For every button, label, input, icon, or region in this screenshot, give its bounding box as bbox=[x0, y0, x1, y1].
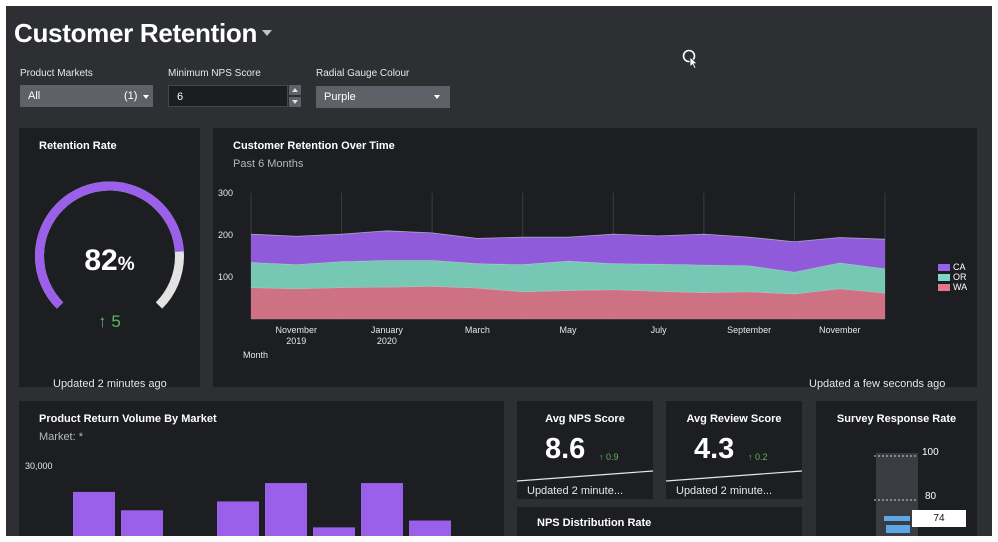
retention-rate-panel: Retention Rate 82% ↑ 5 Updated 2 minutes… bbox=[19, 128, 200, 390]
chevron-up-icon bbox=[292, 88, 298, 92]
chevron-down-icon bbox=[292, 100, 298, 104]
x-tick-label: May bbox=[559, 325, 577, 335]
survey-tick-high: 100 bbox=[922, 447, 939, 458]
survey-gauge bbox=[874, 453, 918, 536]
area-series-wa bbox=[251, 286, 885, 319]
avg-nps-delta: 0.9 bbox=[606, 452, 619, 462]
bar[interactable] bbox=[121, 510, 163, 536]
legend-label-ca[interactable]: CA bbox=[953, 262, 966, 272]
legend-swatch-wa bbox=[938, 284, 950, 291]
product-markets-select[interactable]: All (1) bbox=[20, 85, 153, 107]
mouse-cursor-icon bbox=[682, 49, 697, 70]
survey-track bbox=[876, 453, 918, 536]
retention-over-time-subtitle: Past 6 Months bbox=[233, 158, 304, 170]
survey-panel: Survey Response Rate 100 80 74 bbox=[816, 401, 977, 536]
retention-delta: 5 bbox=[111, 312, 121, 331]
x-tick-label: November bbox=[276, 325, 318, 335]
retention-unit: % bbox=[117, 254, 135, 275]
retention-updated: Updated 2 minutes ago bbox=[53, 378, 167, 390]
survey-tick-low: 80 bbox=[925, 491, 937, 502]
survey-marker bbox=[884, 516, 910, 521]
chevron-down-icon bbox=[434, 95, 440, 99]
min-nps-value: 6 bbox=[177, 91, 184, 103]
arrow-up-icon: ↑ bbox=[748, 452, 753, 462]
nps-distribution-title: NPS Distribution Rate bbox=[537, 517, 652, 529]
bar[interactable] bbox=[217, 501, 259, 536]
x-tick-label: July bbox=[651, 325, 668, 335]
product-return-title: Product Return Volume By Market bbox=[39, 413, 217, 425]
avg-nps-delta-group: ↑ 0.9 bbox=[599, 452, 619, 462]
retention-value-group: 82% bbox=[19, 244, 200, 278]
bar-chart: 30,000 bbox=[25, 461, 451, 536]
x-axis-label: Month bbox=[243, 350, 268, 360]
avg-review-delta-group: ↑ 0.2 bbox=[748, 452, 768, 462]
area-edge-ca bbox=[250, 230, 886, 243]
y-tick-label: 100 bbox=[218, 272, 233, 282]
retention-over-time-panel: Customer Retention Over Time Past 6 Mont… bbox=[213, 128, 977, 390]
retention-over-time-title: Customer Retention Over Time bbox=[233, 140, 395, 152]
bar[interactable] bbox=[265, 483, 307, 536]
y-tick-label: 200 bbox=[218, 230, 233, 240]
product-return-subtitle: Market: * bbox=[39, 431, 84, 443]
title-menu-caret-icon[interactable] bbox=[262, 30, 272, 36]
y-tick-label: 30,000 bbox=[25, 461, 53, 471]
area-series-ca bbox=[251, 230, 885, 272]
avg-nps-title: Avg NPS Score bbox=[545, 413, 625, 425]
legend-label-or[interactable]: OR bbox=[953, 272, 967, 282]
min-nps-label: Minimum NPS Score bbox=[168, 68, 261, 79]
survey-fill bbox=[886, 525, 910, 533]
avg-review-title: Avg Review Score bbox=[686, 413, 782, 425]
product-markets-count: (1) bbox=[124, 90, 138, 102]
avg-review-sparkline bbox=[666, 470, 802, 482]
retention-over-time-updated: Updated a few seconds ago bbox=[809, 378, 946, 390]
survey-title: Survey Response Rate bbox=[836, 413, 957, 425]
retention-delta-group: ↑ 5 bbox=[19, 312, 200, 332]
bar[interactable] bbox=[409, 520, 451, 536]
avg-review-updated: Updated 2 minute... bbox=[676, 485, 773, 497]
avg-review-panel: Avg Review Score 4.3 ↑ 0.2 Updated 2 min… bbox=[666, 401, 802, 499]
x-tick-label: March bbox=[465, 325, 490, 335]
bar[interactable] bbox=[313, 527, 355, 536]
gauge-colour-value: Purple bbox=[324, 91, 356, 103]
gauge-colour-select[interactable]: Purple bbox=[316, 86, 450, 108]
x-tick-label-year: 2019 bbox=[286, 336, 306, 346]
survey-value-label: 74 bbox=[912, 510, 966, 527]
area-series-or bbox=[251, 260, 885, 294]
arrow-up-icon: ↑ bbox=[599, 452, 604, 462]
product-return-panel: Product Return Volume By Market Market: … bbox=[19, 401, 504, 536]
bar[interactable] bbox=[73, 491, 115, 536]
avg-nps-sparkline bbox=[517, 470, 653, 482]
y-tick-label: 300 bbox=[218, 188, 233, 198]
chevron-down-icon bbox=[143, 95, 149, 99]
gauge-colour-label: Radial Gauge Colour bbox=[316, 68, 410, 79]
dashboard: Customer Retention Product Markets All (… bbox=[6, 6, 992, 536]
page-title: Customer Retention bbox=[14, 18, 258, 48]
retention-gauge bbox=[35, 181, 184, 309]
legend-label-wa[interactable]: WA bbox=[953, 282, 968, 292]
retention-rate-title: Retention Rate bbox=[39, 140, 117, 152]
x-tick-label: January bbox=[371, 325, 404, 335]
nps-distribution-panel: NPS Distribution Rate bbox=[517, 507, 802, 536]
avg-nps-panel: Avg NPS Score 8.6 ↑ 0.9 Updated 2 minute… bbox=[517, 401, 653, 499]
bar[interactable] bbox=[361, 483, 403, 536]
avg-review-value: 4.3 bbox=[694, 433, 735, 465]
x-tick-label: November bbox=[819, 325, 861, 335]
increment-button[interactable] bbox=[289, 85, 301, 95]
avg-nps-value: 8.6 bbox=[545, 433, 586, 465]
decrement-button[interactable] bbox=[289, 97, 301, 107]
min-nps-input[interactable]: 6 bbox=[168, 85, 288, 107]
legend-swatch-ca bbox=[938, 264, 950, 271]
gauge-fill bbox=[35, 181, 184, 309]
product-markets-value: All bbox=[28, 90, 41, 102]
avg-review-delta: 0.2 bbox=[755, 452, 768, 462]
x-tick-label-year: 2020 bbox=[377, 336, 397, 346]
legend-swatch-or bbox=[938, 274, 950, 281]
avg-nps-updated: Updated 2 minute... bbox=[527, 485, 624, 497]
retention-value: 82 bbox=[84, 244, 118, 277]
arrow-up-icon: ↑ bbox=[98, 312, 107, 331]
x-tick-label: September bbox=[727, 325, 771, 335]
product-markets-label: Product Markets bbox=[20, 68, 93, 79]
